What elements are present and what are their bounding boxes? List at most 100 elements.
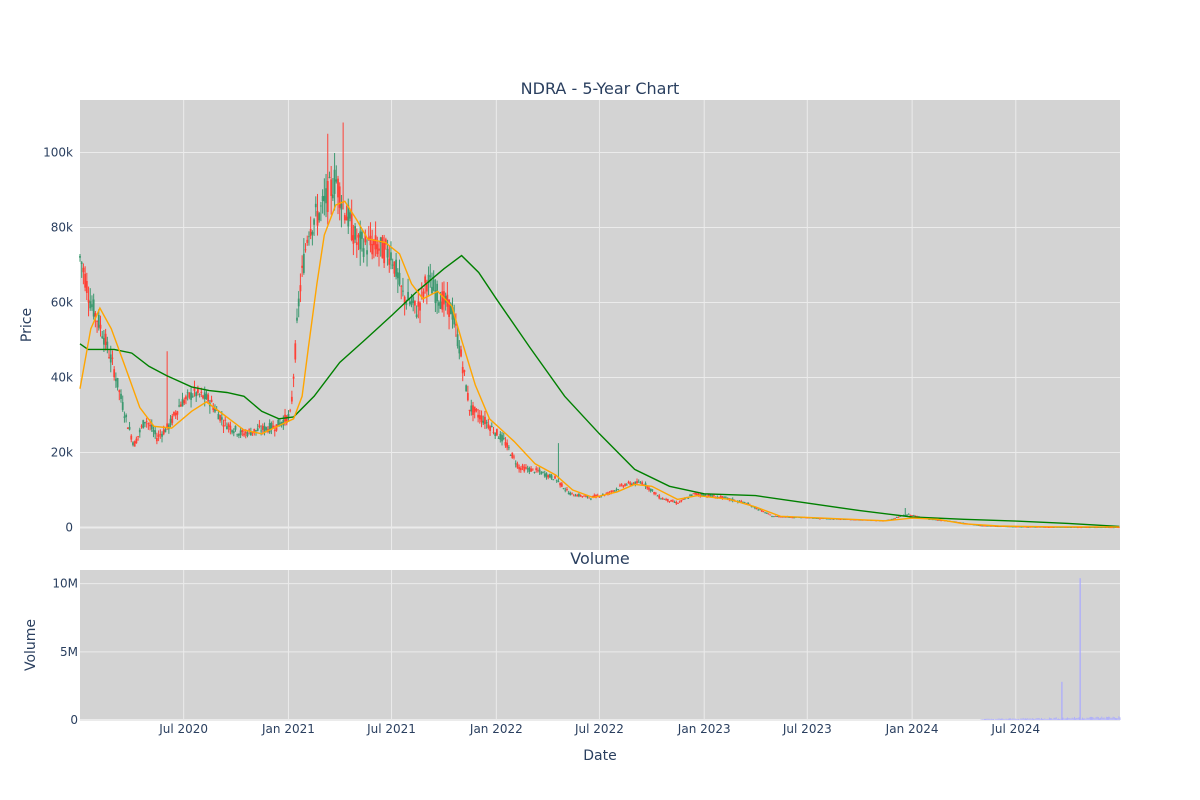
candle-body xyxy=(578,494,580,497)
candle-body xyxy=(531,468,534,470)
candle-body xyxy=(238,433,240,436)
candle xyxy=(588,497,591,499)
candle-body xyxy=(672,500,674,502)
candle-body xyxy=(338,186,341,208)
candle xyxy=(760,509,763,512)
volume-bar xyxy=(999,718,1001,720)
candle-body xyxy=(173,411,175,416)
candle-body xyxy=(1034,526,1037,528)
volume-bar xyxy=(1086,717,1088,720)
candle xyxy=(499,431,502,443)
volume-panel-title: Volume xyxy=(570,549,630,568)
candle xyxy=(540,471,543,475)
candle-body xyxy=(482,420,485,424)
candle-body xyxy=(243,433,245,436)
candle xyxy=(776,516,779,518)
candle-body xyxy=(282,419,285,426)
candle-body xyxy=(364,234,367,243)
candle-body xyxy=(747,503,749,504)
candle-body xyxy=(427,274,430,283)
candle xyxy=(285,415,288,426)
candle xyxy=(458,340,461,360)
candle xyxy=(290,390,293,405)
candle-body xyxy=(167,424,170,430)
candle-body xyxy=(465,385,468,392)
candle-body xyxy=(277,419,280,427)
candle-body xyxy=(212,406,215,411)
candle-body xyxy=(673,502,676,503)
candle-body xyxy=(161,433,163,437)
candle-body xyxy=(523,466,526,472)
candle-body xyxy=(219,415,222,421)
candle-body xyxy=(154,430,157,435)
candle-body xyxy=(545,473,548,478)
candle-body xyxy=(261,425,264,430)
volume-bar xyxy=(985,718,986,720)
candle-body xyxy=(564,489,567,491)
candle xyxy=(485,419,488,429)
candle-body xyxy=(670,499,673,502)
candle xyxy=(232,428,235,437)
volume-bar xyxy=(996,719,998,720)
volume-bar xyxy=(993,719,994,720)
candle-body xyxy=(379,237,382,243)
candle xyxy=(511,452,514,459)
candle xyxy=(670,499,673,502)
candle xyxy=(576,493,579,497)
candle xyxy=(504,437,507,448)
candle xyxy=(619,483,621,487)
candle xyxy=(183,397,186,406)
candle-body xyxy=(689,495,691,497)
candle xyxy=(159,429,162,439)
date-x-ticks: Jul 2020 Jan 2021 Jul 2021 Jan 2022 Jul 2022… xyxy=(158,722,1040,736)
candle xyxy=(309,216,312,240)
candle-body xyxy=(904,514,907,516)
volume-bar xyxy=(1068,718,1070,720)
candle xyxy=(123,411,126,423)
volume-bar xyxy=(1037,718,1039,720)
candle xyxy=(137,435,139,441)
candle-body xyxy=(675,501,678,504)
candle-body xyxy=(484,416,486,425)
candle xyxy=(434,279,437,313)
candle-body xyxy=(449,303,452,315)
candle-body xyxy=(239,430,242,436)
candle xyxy=(480,410,483,428)
short-moving-average-line xyxy=(79,200,1120,528)
candle-body xyxy=(1018,526,1021,528)
candle xyxy=(560,482,563,488)
candle-body xyxy=(697,494,700,495)
candle-body xyxy=(649,488,652,492)
candle-body xyxy=(754,507,756,509)
candle-body xyxy=(145,421,148,423)
candle xyxy=(306,235,309,246)
candle xyxy=(451,297,454,329)
candle xyxy=(431,272,433,294)
candle-body xyxy=(1032,526,1035,528)
volume-bar xyxy=(1027,718,1029,720)
candle xyxy=(615,487,618,492)
candle-body xyxy=(407,291,409,301)
candle-body xyxy=(812,517,814,519)
candle-body xyxy=(337,178,339,198)
candle-body xyxy=(255,430,257,432)
volume-bar xyxy=(1082,717,1083,720)
volume-y-tick-label: 0 xyxy=(70,713,78,727)
candle-body xyxy=(328,176,331,178)
candle xyxy=(320,201,322,222)
candle-body xyxy=(425,283,428,292)
candle-body xyxy=(400,285,403,287)
candle xyxy=(559,482,562,488)
candle xyxy=(313,217,315,236)
candle-body xyxy=(395,259,398,277)
candle xyxy=(408,298,411,307)
volume-bar xyxy=(1118,716,1120,720)
candle xyxy=(383,234,386,268)
candle-body xyxy=(620,484,623,486)
candle-body xyxy=(84,273,87,288)
candle xyxy=(292,373,295,388)
candle-body xyxy=(622,485,625,487)
volume-bar xyxy=(1094,718,1096,720)
candle-body xyxy=(629,482,632,485)
candle xyxy=(521,463,524,471)
